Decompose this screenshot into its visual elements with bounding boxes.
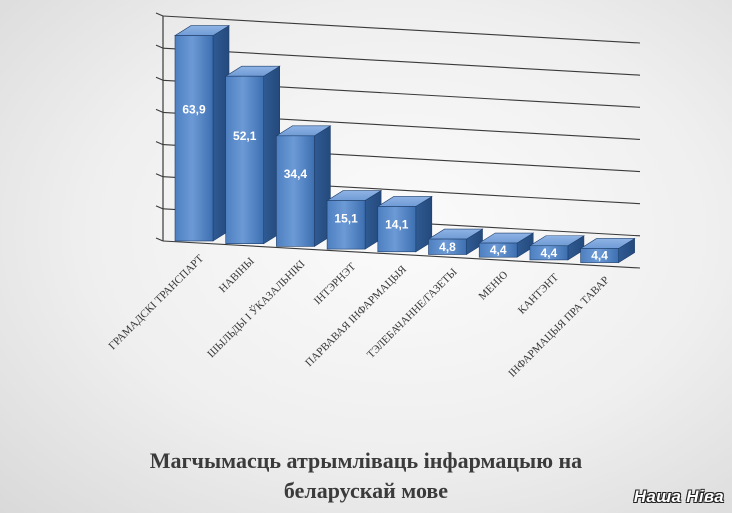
bar-front-face (580, 248, 619, 263)
bar-front-face (276, 135, 315, 247)
bar: 4,4 (528, 235, 585, 261)
y-tick (155, 205, 164, 210)
bar-front-face (377, 206, 417, 253)
bar-front-face (225, 75, 264, 244)
category-label: ТЭЛЕБАЧАННЕ/ГАЗЕТЫ (365, 266, 460, 361)
gridline (162, 47, 641, 76)
category-label: ГРАМАДСКІ ТРАНСПАРТ (107, 252, 207, 352)
category-label: КАНТЭНТ (516, 271, 561, 316)
y-tick (155, 173, 164, 178)
data-label: 34,4 (284, 167, 308, 181)
bar: 52,1 (224, 65, 281, 245)
gridline (162, 240, 641, 269)
category-label: ІНФАРМАЦЫЯ ПРА ТАВАР (506, 274, 611, 379)
chart-caption: Магчымасць атрымліваць інфармацыю на бел… (60, 446, 672, 506)
bar: 4,8 (427, 228, 484, 256)
bar: 63,9 (173, 25, 231, 242)
bar-front-face (529, 245, 569, 261)
data-label: 15,1 (334, 212, 358, 226)
y-tick (155, 76, 164, 81)
bar: 34,4 (275, 125, 332, 247)
caption-line-2: беларускай мове (283, 478, 449, 503)
data-label: 4,4 (490, 243, 507, 257)
data-label: 4,4 (541, 246, 558, 260)
bar-front-face (478, 242, 518, 258)
caption-line-1: Магчымасць атрымліваць інфармацыю на (149, 448, 583, 473)
data-label: 52,1 (233, 129, 257, 143)
category-label: НАВІНЫ (217, 255, 257, 295)
bar: 4,4 (478, 232, 535, 258)
nasha-niva-logo: Наша Ніва (633, 487, 724, 506)
data-label: 14,1 (385, 217, 409, 231)
y-tick (155, 237, 164, 242)
bar-front-face (326, 200, 366, 250)
data-label: 4,4 (591, 249, 608, 263)
bar: 4,4 (579, 237, 636, 264)
y-tick (155, 44, 164, 49)
y-tick (155, 108, 164, 113)
bars: 63,9 52,1 34,4 15,1 14,1 4,8 4,4 4,4 4,4 (173, 25, 636, 264)
category-label: МЕНЮ (477, 269, 511, 303)
bar-front-face (428, 238, 467, 255)
gridline (162, 15, 641, 44)
y-tick (155, 12, 164, 17)
data-label: 63,9 (182, 103, 206, 117)
category-label: ПАРВАВАЯ ІНФАРМАЦЫЯ (303, 263, 409, 369)
y-tick (155, 141, 164, 146)
category-label: ШЫЛЬДЫ І ЎКАЗАЛЬНІКІ (205, 258, 307, 360)
bar: 15,1 (326, 190, 383, 250)
data-label: 4,8 (439, 240, 456, 254)
bar-front-face (174, 35, 214, 242)
bar: 14,1 (376, 195, 433, 253)
category-label: ІНТЭРНЭТ (312, 261, 359, 308)
